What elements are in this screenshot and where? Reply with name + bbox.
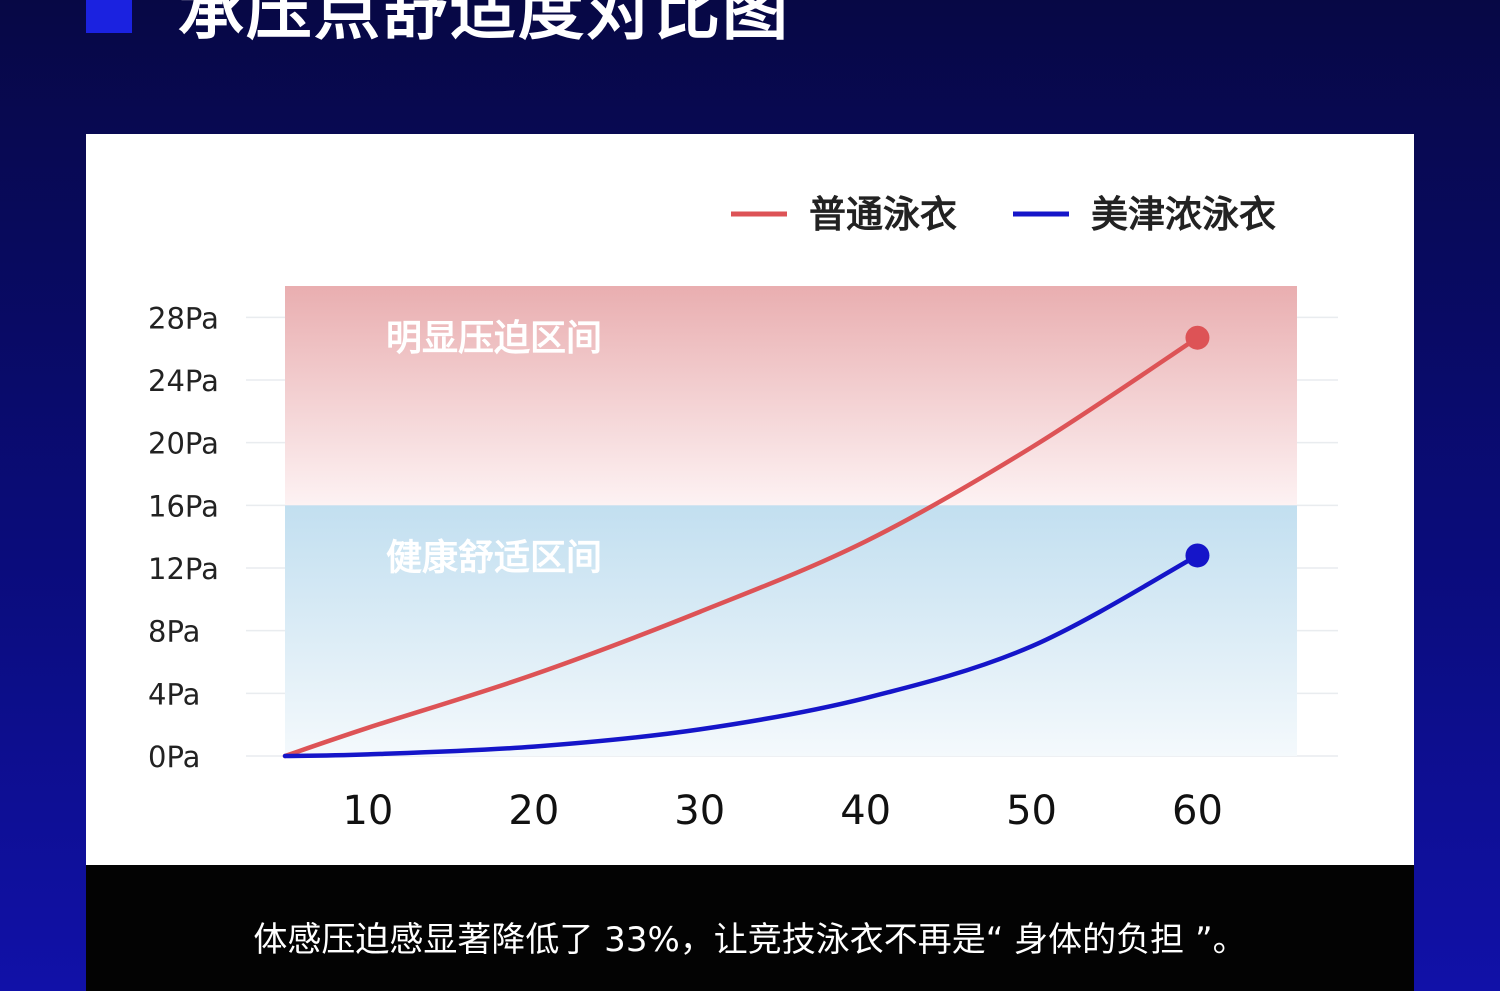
y-tick-label: 16Pa bbox=[148, 489, 219, 523]
x-tick-label: 50 bbox=[1006, 788, 1057, 834]
zone-label-0: 明显压迫区间 bbox=[386, 318, 602, 359]
series-end-point-1 bbox=[1185, 543, 1210, 568]
legend: 普通泳衣 美津浓泳衣 bbox=[731, 193, 1276, 236]
x-tick-label: 60 bbox=[1172, 788, 1223, 834]
y-axis-ticks: 0Pa 4Pa 8Pa 12Pa 16Pa 20Pa 24Pa 28Pa bbox=[148, 301, 219, 774]
series-lines bbox=[282, 325, 1210, 759]
y-tick-label: 0Pa bbox=[148, 740, 200, 774]
x-axis-ticks: 10 20 30 40 50 60 bbox=[342, 788, 1222, 834]
caption-text: 体感压迫感显著降低了 33%，让竞技泳衣不再是“ 身体的负担 ”。 bbox=[253, 920, 1247, 960]
series-line-1 bbox=[282, 553, 1200, 759]
chart-card: 明显压迫区间 健康舒适区间 0Pa 4Pa 8Pa 12Pa 16Pa 20Pa 24Pa 28… bbox=[86, 134, 1414, 865]
y-tick-label: 8Pa bbox=[148, 615, 200, 649]
y-tick-label: 4Pa bbox=[148, 677, 200, 711]
y-tick-label: 24Pa bbox=[148, 364, 219, 398]
page-title: 承压点舒适度对比图 bbox=[178, 0, 790, 49]
y-tick-label: 20Pa bbox=[148, 427, 219, 461]
y-tick-label: 28Pa bbox=[148, 301, 219, 335]
zone-label-1: 健康舒适区间 bbox=[386, 536, 602, 578]
caption-bar: 体感压迫感显著降低了 33%，让竞技泳衣不再是“ 身体的负担 ”。 bbox=[86, 865, 1414, 991]
legend-label-1: 美津浓泳衣 bbox=[1091, 193, 1276, 236]
legend-label-0: 普通泳衣 bbox=[809, 193, 957, 236]
x-tick-label: 20 bbox=[508, 788, 559, 834]
series-line-0 bbox=[282, 335, 1200, 759]
x-tick-label: 10 bbox=[342, 788, 393, 834]
x-tick-label: 30 bbox=[674, 788, 725, 834]
y-tick-label: 12Pa bbox=[148, 552, 219, 586]
title-marker bbox=[86, 0, 132, 33]
zone-band-0 bbox=[285, 286, 1297, 506]
x-tick-label: 40 bbox=[840, 788, 891, 834]
series-end-point-0 bbox=[1185, 325, 1210, 350]
